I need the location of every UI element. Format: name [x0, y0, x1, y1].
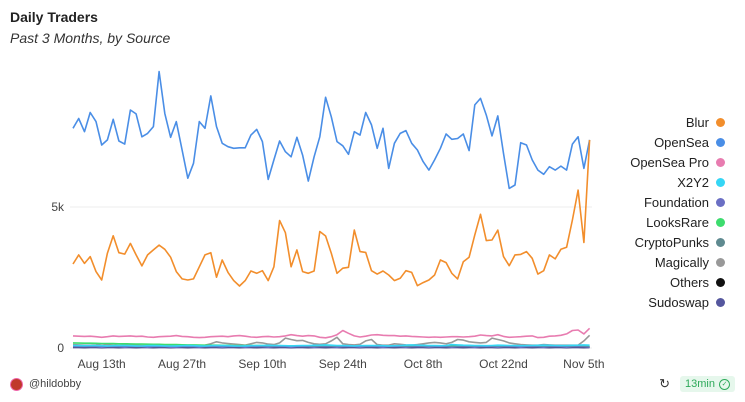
legend-label: OpenSea Pro	[630, 154, 709, 170]
legend-dot-icon	[716, 117, 725, 127]
legend-dot-icon	[716, 177, 725, 187]
legend-item[interactable]: Sudoswap	[575, 292, 725, 312]
series-line-x2y2	[72, 343, 590, 347]
chart-subtitle: Past 3 Months, by Source	[10, 30, 171, 46]
freshness-badge: 13min ✓	[680, 376, 735, 392]
legend-label: OpenSea	[654, 134, 709, 150]
y-tick-label: 5k	[51, 200, 65, 214]
legend-dot-icon	[716, 257, 725, 267]
series-line-opensea-pro	[72, 327, 591, 339]
legend-label: X2Y2	[677, 174, 709, 190]
legend-label: Others	[669, 274, 709, 290]
y-tick-label: 0	[57, 341, 64, 355]
legend-label: Magically	[654, 254, 709, 270]
chart-title: Daily Traders	[10, 9, 98, 25]
legend-item[interactable]: X2Y2	[575, 172, 725, 192]
legend-item[interactable]: Others	[575, 272, 725, 292]
x-tick-label: Aug 13th	[78, 357, 126, 371]
freshness-text: 13min	[685, 378, 715, 390]
series-line-blur	[72, 139, 591, 287]
legend-dot-icon	[716, 297, 725, 307]
avatar-icon	[10, 377, 23, 391]
x-tick-label: Oct 22nd	[479, 357, 528, 371]
legend-label: LooksRare	[646, 214, 709, 230]
legend-label: Sudoswap	[648, 294, 709, 310]
x-tick-label: Oct 8th	[404, 357, 443, 371]
legend-dot-icon	[716, 137, 725, 147]
legend-item[interactable]: Foundation	[575, 192, 725, 212]
legend-item[interactable]: CryptoPunks	[575, 232, 725, 252]
legend-label: Blur	[685, 114, 709, 130]
legend-dot-icon	[716, 217, 725, 227]
author-link[interactable]: @hildobby	[29, 378, 82, 390]
legend-item[interactable]: OpenSea Pro	[575, 152, 725, 172]
legend: Blur OpenSea OpenSea Pro X2Y2 Foundation Look…	[575, 112, 725, 312]
legend-item[interactable]: OpenSea	[575, 132, 725, 152]
legend-label: Foundation	[643, 194, 709, 210]
legend-dot-icon	[716, 277, 725, 287]
check-circle-icon: ✓	[719, 378, 730, 390]
x-tick-label: Sep 10th	[238, 357, 286, 371]
legend-item[interactable]: LooksRare	[575, 212, 725, 232]
x-tick-label: Aug 27th	[158, 357, 206, 371]
series-line-opensea	[72, 70, 591, 190]
refresh-icon[interactable]: ↻	[659, 376, 671, 391]
footer: @hildobby ↻ 13min ✓	[10, 374, 735, 394]
x-tick-label: Sep 24th	[319, 357, 367, 371]
legend-dot-icon	[716, 197, 725, 207]
legend-item[interactable]: Magically	[575, 252, 725, 272]
x-tick-label: Nov 5th	[563, 357, 604, 371]
legend-dot-icon	[716, 237, 725, 247]
legend-dot-icon	[716, 157, 725, 167]
legend-item[interactable]: Blur	[575, 112, 725, 132]
legend-label: CryptoPunks	[634, 234, 709, 250]
